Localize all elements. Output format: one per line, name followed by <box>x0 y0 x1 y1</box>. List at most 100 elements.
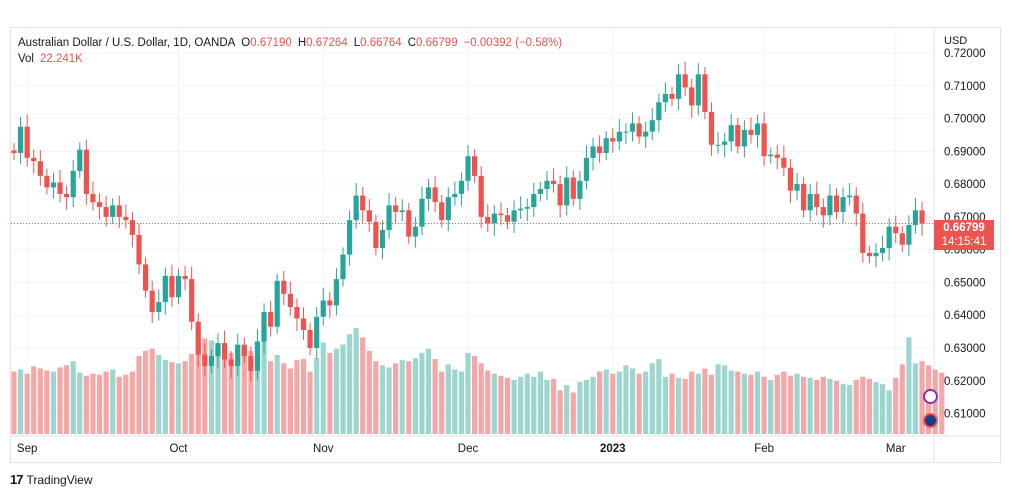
candle-body <box>537 189 543 194</box>
low-value: 0.66764 <box>360 37 402 49</box>
candle-body <box>511 210 517 222</box>
volume-bar <box>123 374 129 434</box>
volume-bar <box>853 379 859 434</box>
candle-body <box>228 359 234 367</box>
candle-body <box>300 318 307 330</box>
candle-body <box>886 226 892 249</box>
volume-bar <box>353 327 359 434</box>
candle-body <box>708 111 715 145</box>
candle-body <box>570 177 576 199</box>
candle-body <box>787 167 794 191</box>
volume-bar <box>583 379 590 434</box>
candle-body <box>597 146 603 153</box>
price-chart[interactable]: 0.720000.710000.700000.690000.680000.670… <box>0 0 1012 470</box>
candle-body <box>557 184 563 206</box>
volume-bar <box>557 390 563 434</box>
candle-body <box>44 175 50 188</box>
candle-body <box>399 210 405 212</box>
volume-bar <box>518 376 524 434</box>
candle-body <box>143 264 149 291</box>
volume-bar <box>919 361 925 434</box>
candle-body <box>103 207 109 217</box>
candle-body <box>873 252 879 257</box>
y-tick-label: 0.71000 <box>944 81 986 93</box>
candle-body <box>162 275 168 303</box>
volume-bar <box>386 367 392 434</box>
candle-body <box>715 144 721 146</box>
candle-body <box>175 275 182 298</box>
volume-bar <box>504 377 511 434</box>
volume-bar <box>629 368 636 434</box>
candle-body <box>149 290 155 312</box>
candle-body <box>373 221 379 249</box>
y-tick-label: 0.63000 <box>944 343 986 355</box>
volume-bar <box>274 354 280 434</box>
candle-body <box>346 220 353 255</box>
volume-bar <box>794 373 800 434</box>
candle-body <box>662 93 669 103</box>
candle-body <box>853 195 859 214</box>
candle-body <box>333 279 340 306</box>
event-marker-icon[interactable] <box>923 389 938 404</box>
volume-bar <box>360 337 366 434</box>
volume-bar <box>748 374 754 434</box>
candle-body <box>439 202 445 221</box>
candle-body <box>794 184 800 191</box>
volume-value: 22.241K <box>40 53 83 65</box>
volume-bar <box>261 330 267 434</box>
volume-bar <box>320 342 326 434</box>
candle-body <box>366 210 372 222</box>
candle-body <box>123 216 129 221</box>
candle-body <box>754 123 761 135</box>
candle-body <box>761 123 767 157</box>
candle-body <box>649 120 655 132</box>
volume-bar <box>531 376 537 434</box>
change-value: −0.00392 (−0.58%) <box>463 37 563 49</box>
candle-body <box>17 126 24 153</box>
candle-body <box>866 252 872 257</box>
candle-body <box>583 157 590 181</box>
volume-bar <box>590 376 596 434</box>
candle-body <box>452 193 458 198</box>
candle-body <box>136 234 142 265</box>
candle-body <box>445 197 451 221</box>
volume-bar <box>399 360 405 434</box>
volume-bar <box>708 374 715 434</box>
volume-bar <box>77 372 83 434</box>
volume-bar <box>294 360 300 434</box>
candle-body <box>472 156 478 176</box>
volume-bar <box>860 376 866 434</box>
candle-body <box>531 193 537 208</box>
candle-body <box>610 138 616 142</box>
candle-body <box>879 248 886 253</box>
currency-label: USD <box>944 35 967 47</box>
volume-bar <box>570 392 576 434</box>
volume-bar <box>24 373 30 434</box>
candle-body <box>774 154 780 158</box>
open-label: O <box>241 37 251 49</box>
candle-body <box>669 93 675 99</box>
australia-flag-icon[interactable] <box>923 413 938 428</box>
volume-bar <box>879 384 886 434</box>
y-tick-label: 0.61000 <box>944 409 986 421</box>
volume-bar <box>17 369 24 434</box>
candle-body <box>498 213 504 216</box>
candle-body <box>254 341 261 371</box>
volume-bar <box>439 371 445 434</box>
candle-body <box>327 300 333 306</box>
candle-body <box>425 187 432 199</box>
volume-bar <box>689 371 695 434</box>
candle-body <box>221 343 228 360</box>
candle-body <box>340 254 346 280</box>
volume-bar <box>912 363 919 434</box>
x-tick-label: Nov <box>313 443 334 455</box>
volume-bar <box>873 382 879 434</box>
candle-body <box>781 157 787 168</box>
tradingview-brand[interactable]: 17 TradingView <box>10 472 93 487</box>
candle-body <box>37 161 43 176</box>
volume-bar <box>939 372 945 434</box>
volume-bar <box>695 373 701 434</box>
candle-body <box>156 302 162 312</box>
candle-body <box>110 205 116 217</box>
candle-body <box>919 210 925 224</box>
